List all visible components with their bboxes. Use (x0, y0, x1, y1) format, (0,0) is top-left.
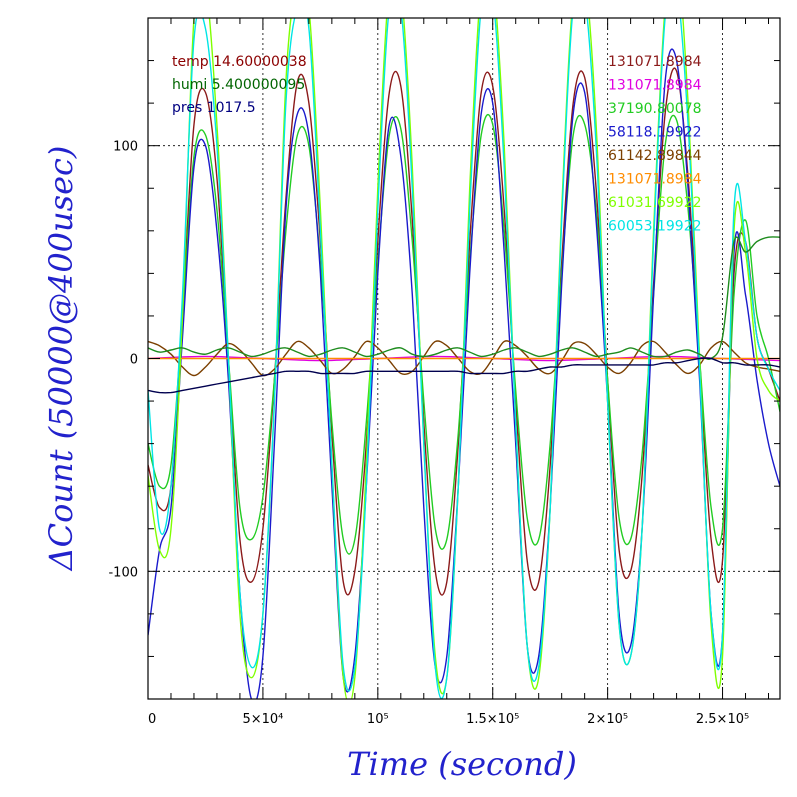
x-tick-label: 2×10⁵ (587, 712, 628, 727)
right-legend-entry: 131071.8984 (608, 172, 702, 188)
right-legend-entry: 60053.19922 (608, 219, 702, 235)
y-tick-label: 0 (130, 353, 138, 368)
series-line-9 (148, 357, 780, 394)
series-line-2 (148, 113, 780, 555)
right-legend-entry: 61031.69922 (608, 195, 702, 211)
right-legend: 131071.8984 131071.8984 37190.80078 58118.1… (608, 54, 702, 235)
left-legend-entry: temp 14.60000038 (172, 54, 307, 70)
x-tick-label: 1.5×10⁵ (466, 712, 519, 727)
left-legend: temp 14.60000038 humi 5.400000095 pres 101… (172, 54, 307, 116)
series-line-4 (148, 340, 780, 377)
series-line-3 (148, 48, 780, 699)
x-tick-label: 0 (148, 712, 156, 727)
left-legend-entry: humi 5.400000095 (172, 77, 305, 93)
x-tick-label: 2.5×10⁵ (696, 712, 749, 727)
x-axis-title: Time (second) (347, 745, 577, 783)
right-legend-entry: 61142.89844 (608, 148, 702, 164)
y-tick-label: 100 (113, 140, 138, 155)
x-tick-label: 5×10⁴ (242, 712, 283, 727)
axis-ticks (147, 17, 780, 700)
y-tick-labels: 100 0 -100 (108, 140, 138, 581)
right-legend-entry: 131071.8984 (608, 54, 702, 70)
right-legend-entry: 58118.19922 (608, 125, 702, 141)
left-legend-entry: pres 1017.5 (172, 100, 256, 116)
series-line-8 (148, 236, 780, 360)
y-axis-title: ΔCount (50000@400usec) (42, 146, 80, 573)
x-tick-labels: 0 5×10⁴ 10⁵ 1.5×10⁵ 2×10⁵ 2.5×10⁵ (148, 712, 749, 727)
right-legend-entry: 131071.8984 (608, 78, 702, 94)
x-tick-label: 10⁵ (367, 712, 389, 727)
right-legend-entry: 37190.80078 (608, 101, 702, 117)
y-tick-label: -100 (108, 565, 138, 580)
series-layer (148, 18, 780, 699)
series-line-7 (148, 18, 780, 699)
